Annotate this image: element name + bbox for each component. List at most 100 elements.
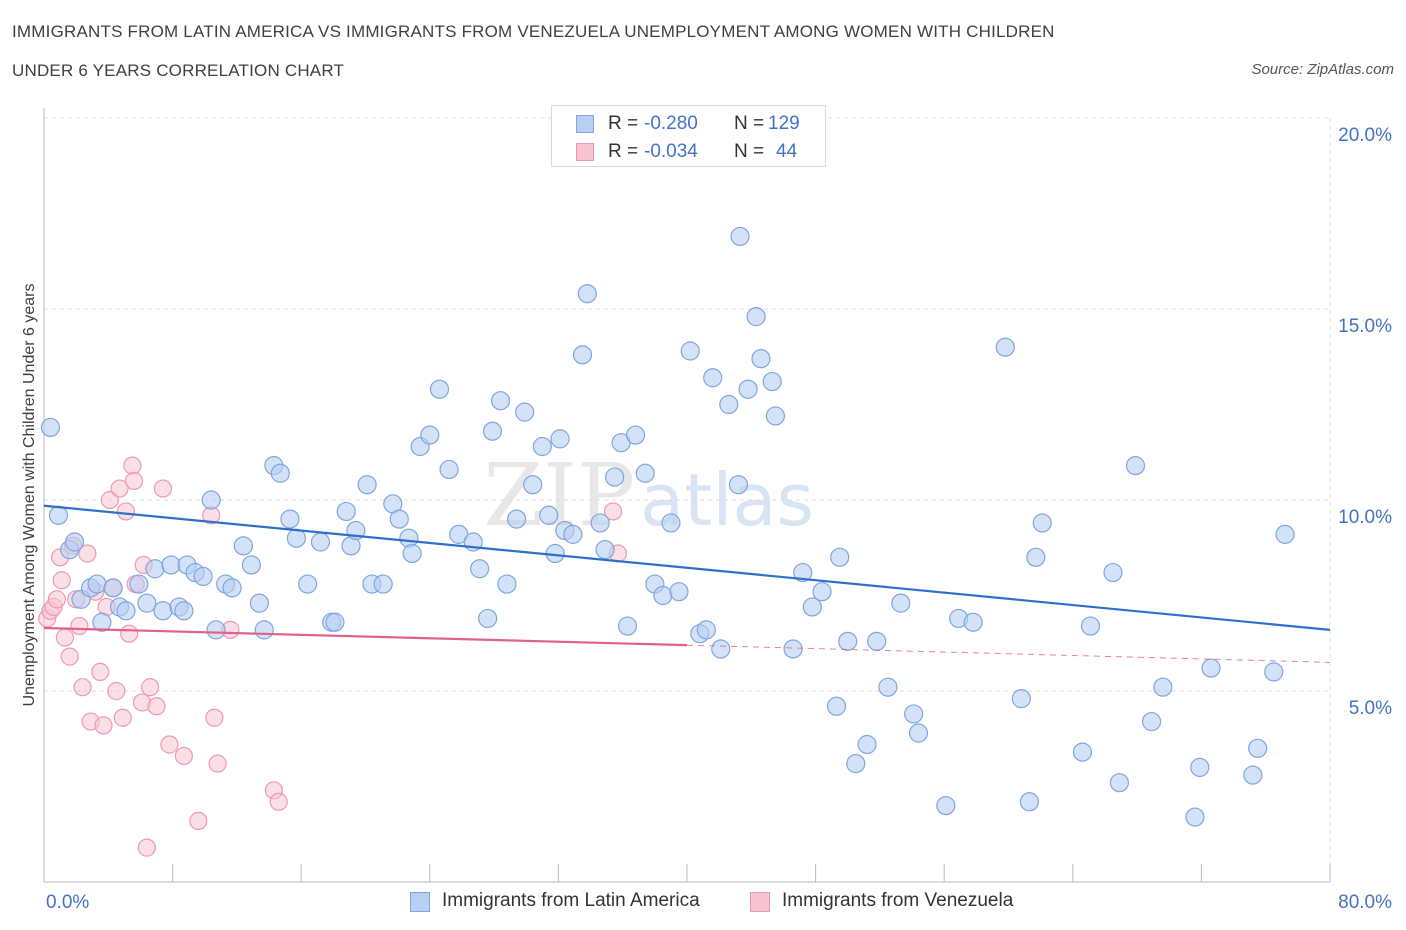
venezuela-point — [603, 502, 623, 521]
latin-america-point — [669, 582, 689, 602]
venezuela-trend-line — [43, 626, 688, 647]
latin-america-point — [846, 753, 866, 774]
venezuela-point — [107, 681, 126, 701]
latin-america-point — [563, 524, 583, 544]
latin-america-point — [1185, 807, 1205, 827]
latin-america-points — [40, 226, 1295, 827]
latin-america-point — [357, 475, 377, 495]
latin-america-point — [478, 608, 498, 629]
latin-america-point — [470, 559, 490, 579]
venezuela-point — [116, 502, 136, 521]
latin-america-point — [696, 620, 716, 640]
r-label: R = — [608, 141, 639, 162]
venezuela-point — [52, 571, 71, 590]
latin-america-point — [891, 593, 911, 613]
latin-america-point — [64, 532, 85, 552]
latin-america-point — [1243, 765, 1263, 785]
venezuela-point — [120, 624, 139, 643]
latin-america-point — [201, 490, 221, 510]
tick-labels: 5.0% 10.0% 15.0% 20.0% 0.0% 80.0% — [46, 125, 1392, 913]
latin-america-point — [420, 425, 440, 445]
chart-title-line-1: IMMIGRANTS FROM LATIN AMERICA VS IMMIGRA… — [12, 22, 1055, 41]
blue-swatch — [576, 115, 594, 133]
latin-america-point — [241, 555, 261, 575]
latin-america-point — [572, 345, 593, 365]
latin-america-point — [429, 379, 450, 399]
latin-america-point — [936, 795, 956, 816]
venezuela-point — [78, 544, 97, 563]
latin-america-point — [1190, 757, 1210, 778]
latin-america-point — [680, 341, 700, 361]
latin-america-point — [254, 620, 274, 640]
latin-america-point — [389, 509, 409, 529]
latin-america-point — [711, 639, 731, 659]
latin-america-point — [605, 467, 625, 487]
latin-america-point — [222, 578, 242, 598]
latin-america-point — [995, 337, 1015, 357]
y-tick-label: 15.0% — [1338, 316, 1392, 337]
legend-label: Immigrants from Latin America — [442, 890, 700, 911]
trend-lines — [43, 504, 1331, 663]
latin-america-point — [1264, 662, 1284, 682]
latin-america-point — [728, 475, 749, 495]
y-axis-label: Unemployment Among Women with Children U… — [21, 283, 38, 707]
venezuela-point — [205, 708, 224, 727]
latin-america-point — [40, 417, 61, 438]
latin-america-point — [161, 555, 181, 575]
y-tick-label: 10.0% — [1338, 507, 1392, 528]
latin-america-point — [1201, 658, 1221, 678]
latin-america-point — [826, 696, 847, 716]
venezuela-point — [110, 479, 129, 498]
venezuela-point — [70, 616, 89, 636]
venezuela-point — [73, 678, 92, 697]
y-tick-label: 5.0% — [1349, 698, 1392, 719]
latin-america-point — [336, 501, 356, 522]
venezuela-point — [55, 628, 74, 647]
latin-america-point — [838, 631, 858, 651]
n-label: N = — [734, 113, 765, 134]
latin-america-point — [539, 505, 559, 525]
latin-america-point — [617, 616, 638, 636]
latin-america-point — [233, 536, 253, 556]
latin-america-point — [373, 574, 393, 594]
latin-america-point — [48, 505, 69, 525]
latin-america-point — [497, 574, 517, 594]
venezuela-point — [124, 471, 144, 490]
venezuela-point — [91, 662, 110, 682]
latin-america-point — [857, 734, 877, 755]
axes — [43, 108, 1331, 883]
venezuela-point — [94, 716, 113, 735]
legend-swatch-blue — [410, 892, 430, 912]
legend-label: Immigrants from Venezuela — [782, 890, 1014, 911]
latin-america-point — [751, 349, 771, 369]
latin-america-point — [730, 226, 750, 247]
latin-america-point — [738, 379, 758, 399]
latin-america-point — [783, 639, 803, 659]
latin-america-point — [1141, 711, 1162, 732]
latin-america-point — [310, 532, 331, 552]
pink-swatch — [576, 143, 594, 161]
venezuela-point — [47, 590, 66, 609]
latin-america-point — [867, 631, 887, 651]
latin-america-point — [765, 406, 786, 426]
venezuela-point — [189, 811, 208, 830]
venezuela-point — [123, 456, 142, 475]
venezuela-point — [60, 647, 79, 666]
latin-america-point — [625, 425, 646, 445]
latin-america-point — [762, 371, 782, 392]
venezuela-point — [113, 708, 132, 727]
latin-america-point — [904, 704, 924, 724]
latin-america-point — [1080, 616, 1101, 636]
r-value: -0.034 — [644, 141, 698, 162]
latin-america-point — [746, 307, 766, 327]
latin-america-point — [812, 582, 832, 602]
latin-america-point — [103, 578, 123, 598]
venezuela-point — [140, 678, 160, 697]
r-value: -0.280 — [644, 113, 698, 134]
latin-america-point — [145, 559, 165, 579]
y-tick-label: 20.0% — [1338, 125, 1392, 146]
latin-america-point — [286, 528, 306, 548]
zipatlas-watermark: ZIP atlas — [483, 446, 814, 546]
latin-america-point — [590, 513, 610, 533]
